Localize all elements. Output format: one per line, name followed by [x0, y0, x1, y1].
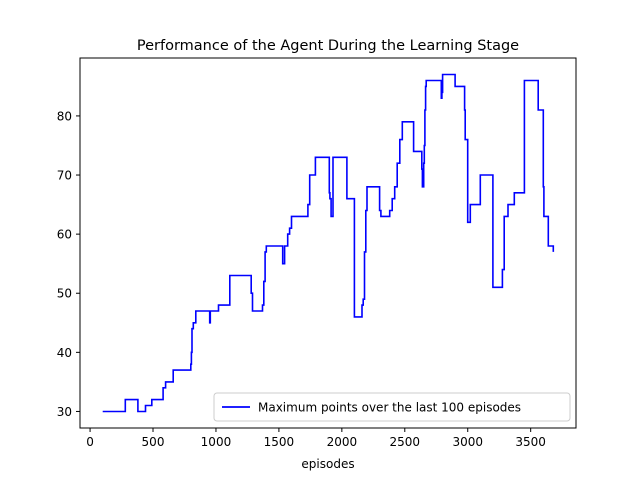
plot-area-background [80, 58, 576, 428]
x-tick-label: 0 [86, 435, 94, 449]
y-tick-label: 50 [57, 287, 72, 301]
plot-lines [102, 73, 555, 413]
plot-area-frame [79, 57, 577, 429]
legend: Maximum points over the last 100 episode… [213, 392, 571, 422]
x-tick-label: 1500 [264, 435, 295, 449]
y-axis-ticks: 30 40 50 60 70 80 [57, 109, 80, 419]
legend-frame [213, 392, 571, 422]
y-tick-label: 70 [57, 169, 72, 183]
x-tick-label: 500 [142, 435, 165, 449]
x-tick-label: 3500 [515, 435, 546, 449]
chart-title: Performance of the Agent During the Lear… [137, 38, 519, 54]
x-axis-ticks: 0 500 1000 1500 2000 2500 3000 3500 [86, 428, 546, 449]
y-tick-label: 40 [57, 346, 72, 360]
y-tick-label: 60 [57, 228, 72, 242]
y-tick-label: 80 [57, 109, 72, 123]
x-tick-label: 2500 [390, 435, 421, 449]
y-tick-label: 30 [57, 405, 72, 419]
x-tick-label: 1000 [201, 435, 232, 449]
x-axis-label: episodes [301, 457, 354, 471]
x-tick-label: 2000 [327, 435, 358, 449]
x-tick-label: 3000 [452, 435, 483, 449]
legend-label: Maximum points over the last 100 episode… [258, 401, 521, 415]
series-line [102, 73, 555, 413]
